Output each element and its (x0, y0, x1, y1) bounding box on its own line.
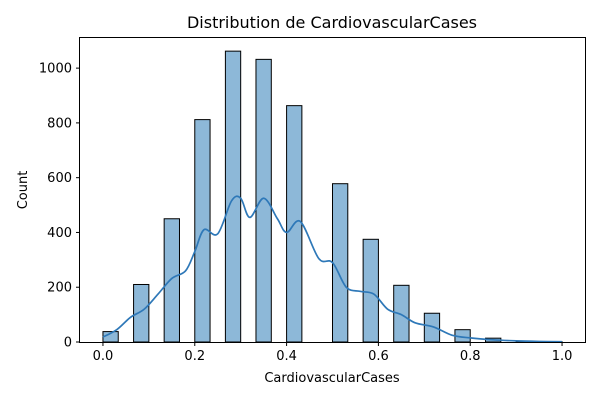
plot-frame (79, 37, 586, 343)
y-tick-label: 1000 (39, 62, 72, 77)
y-tick-label: 800 (47, 116, 72, 131)
bars-group (102, 50, 563, 343)
x-tick-label: 0.6 (368, 349, 389, 364)
y-tick-label: 600 (47, 171, 72, 186)
kde-line (102, 195, 563, 343)
histogram-bar-5 (255, 58, 272, 343)
y-tick-label: 0 (64, 336, 72, 351)
x-tick-label: 0.4 (276, 349, 297, 364)
histogram-bar-2 (163, 218, 180, 343)
x-axis-ticks: 0.0 0.2 0.4 0.6 0.8 1.0 (93, 342, 573, 364)
histogram-bar-7 (332, 183, 349, 343)
x-tick-label: 1.0 (552, 349, 573, 364)
histogram-bar-8 (362, 238, 379, 343)
y-tick-label: 200 (47, 281, 72, 296)
x-axis-label: CardiovascularCases (264, 371, 400, 386)
x-tick-label: 0.8 (460, 349, 481, 364)
histogram-bar-9 (393, 284, 410, 343)
y-tick-label: 400 (47, 226, 72, 241)
y-axis-label: Count (16, 171, 31, 210)
x-tick-label: 0.0 (93, 349, 114, 364)
y-axis-ticks: 0 200 400 600 800 1000 (39, 62, 80, 351)
x-tick-label: 0.2 (184, 349, 205, 364)
chart-title: Distribution de CardiovascularCases (187, 13, 477, 32)
